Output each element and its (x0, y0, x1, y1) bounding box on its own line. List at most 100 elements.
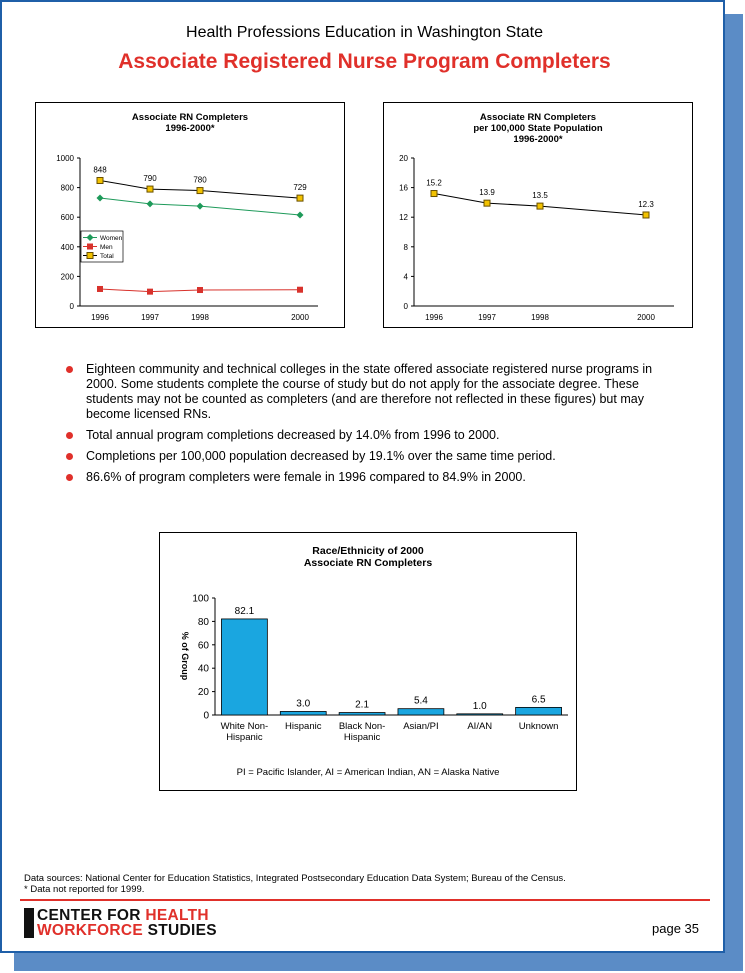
x-tick-label: 1996 (91, 313, 109, 322)
y-tick-label: 8 (404, 243, 409, 252)
bullet-dot-icon (66, 474, 73, 481)
x-tick-label: 1998 (191, 313, 209, 322)
x-tick-label: 1997 (141, 313, 159, 322)
x-tick-label: Unknown (519, 721, 559, 732)
y-tick-label: 100 (192, 594, 209, 605)
x-tick-label: 1998 (531, 313, 549, 322)
data-point (430, 190, 438, 198)
y-tick-label: 20 (399, 154, 408, 163)
y-tick-label: 40 (198, 664, 210, 675)
data-point (296, 211, 304, 219)
data-label: 15.2 (426, 179, 442, 188)
data-point (146, 200, 154, 208)
data-point (642, 211, 650, 219)
bullet-dot-icon (66, 366, 73, 373)
cfhws-logo: CENTER FOR HEALTH WORKFORCE STUDIES (24, 906, 217, 940)
bar (279, 711, 327, 716)
legend-label: Total (100, 253, 114, 260)
x-tick-label: Hispanic (344, 732, 381, 743)
chart-title: 1996-2000* (165, 123, 214, 134)
x-tick-label: 2000 (291, 313, 309, 322)
footer-divider (20, 899, 710, 901)
data-label: 13.5 (532, 191, 548, 200)
data-point (146, 185, 154, 193)
bullet-item: Eighteen community and technical college… (66, 362, 656, 422)
chart-title: per 100,000 State Population (473, 123, 603, 134)
y-tick-label: 400 (61, 243, 75, 252)
y-tick-label: 0 (404, 302, 409, 311)
sources-note: * Data not reported for 1999. (24, 884, 145, 895)
y-tick-label: 20 (198, 687, 210, 698)
page-subtitle: Associate Registered Nurse Program Compl… (118, 50, 611, 73)
data-point (96, 176, 104, 184)
x-tick-label: Asian/PI (403, 721, 438, 732)
data-point (97, 285, 103, 292)
data-label: 1.0 (473, 701, 487, 712)
data-label: 790 (143, 174, 157, 183)
chart-completers: Associate RN Completers 1996-2000* 0 200 400… (35, 102, 345, 328)
x-tick-label: 2000 (637, 313, 655, 322)
y-tick-label: 0 (70, 302, 75, 311)
data-point (297, 286, 303, 293)
y-tick-label: 800 (61, 184, 75, 193)
x-tick-label: 1997 (478, 313, 496, 322)
legend-label: Men (100, 244, 113, 251)
data-label: 780 (193, 176, 207, 185)
data-point (96, 194, 104, 202)
bar (221, 618, 268, 716)
data-point (483, 199, 491, 207)
data-point (196, 187, 204, 195)
bar (456, 713, 504, 716)
x-tick-label: White Non- (221, 721, 269, 732)
y-tick-label: 12 (399, 213, 408, 222)
page-title: Health Professions Education in Washingt… (186, 24, 543, 41)
data-point (86, 252, 94, 259)
page: Health Professions Education in Washingt… (0, 0, 725, 953)
data-label: 3.0 (296, 698, 310, 709)
series-line (99, 180, 301, 199)
chart-per-capita: Associate RN Completers per 100,000 State… (383, 102, 693, 328)
y-tick-label: 16 (399, 184, 408, 193)
logo-wordmark: CENTER FOR HEALTH WORKFORCE STUDIES (37, 907, 217, 939)
chart-title: Associate RN Completers (480, 112, 596, 123)
series-line (99, 288, 301, 293)
data-label: 848 (93, 165, 107, 174)
y-tick-label: 1000 (56, 154, 74, 163)
bar (338, 712, 386, 716)
data-point (197, 287, 203, 294)
data-label: 2.1 (355, 700, 369, 711)
y-tick-label: 60 (198, 640, 210, 651)
data-label: 12.3 (638, 200, 654, 209)
y-tick-label: 0 (203, 711, 209, 722)
x-tick-label: AI/AN (467, 721, 492, 732)
series-line (99, 197, 301, 216)
data-label: 5.4 (414, 696, 428, 707)
chart-title: Associate RN Completers (304, 557, 433, 569)
data-label: 6.5 (532, 694, 546, 705)
data-point (147, 288, 153, 295)
bullet-item: Total annual program completions decreas… (66, 428, 656, 443)
y-tick-label: 200 (61, 272, 75, 281)
data-point (196, 202, 204, 210)
data-label: 82.1 (235, 606, 255, 617)
data-label: 729 (293, 183, 307, 192)
bullet-dot-icon (66, 432, 73, 439)
data-point (86, 234, 94, 241)
bullet-dot-icon (66, 453, 73, 460)
chart-title: 1996-2000* (513, 134, 562, 145)
bullet-item: Completions per 100,000 population decre… (66, 449, 656, 464)
x-tick-label: Hispanic (285, 721, 322, 732)
bullet-list: Eighteen community and technical college… (66, 362, 656, 491)
data-point (536, 202, 544, 210)
bar (397, 708, 445, 716)
sources-text: Data sources: National Center for Educat… (24, 873, 566, 884)
series-line (433, 193, 647, 216)
chart-title: Associate RN Completers (132, 112, 248, 123)
bullet-item: 86.6% of program completers were female … (66, 470, 656, 485)
legend-label: Women (100, 235, 123, 242)
uwmc-badge-logo (24, 908, 34, 938)
x-tick-label: Hispanic (226, 732, 263, 743)
chart-title: Race/Ethnicity of 2000 (312, 545, 424, 557)
